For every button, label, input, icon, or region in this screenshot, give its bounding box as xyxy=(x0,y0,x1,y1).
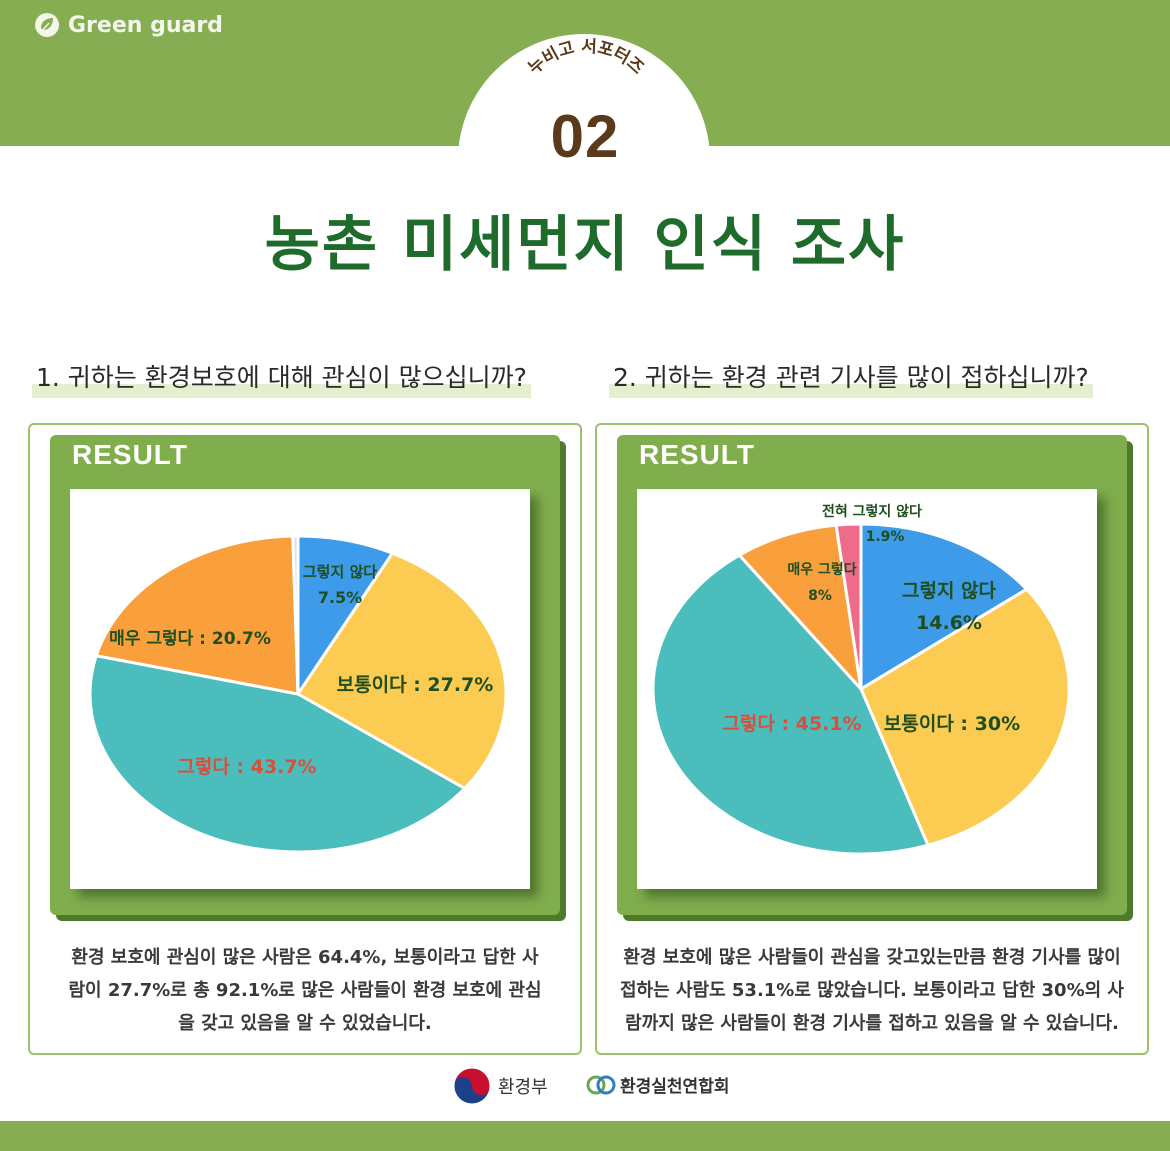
pie-data-label: 전혀 그렇지 않다 xyxy=(822,503,922,520)
pie-slice xyxy=(295,551,508,791)
question-2: 2. 귀하는 환경 관련 기사를 많이 접하십니까? xyxy=(609,358,1093,398)
pie-chart-1: 그렇지 않다 7.5% 보통이다 : 27.7% 그렇다 : 43.7% 매우 그렇다 … xyxy=(88,534,508,854)
pie-data-label: 그렇지 않다 xyxy=(303,563,377,581)
pie-data-label: 보통이다 : 27.7% xyxy=(337,674,494,696)
question-1-text: 1. 귀하는 환경보호에 대해 관심이 많으십니까? xyxy=(36,363,527,392)
association-emblem-icon xyxy=(586,1075,616,1094)
summary-2-line: 접하는 사람도 53.1%로 많았습니다. 보통이라고 답한 30%의 사 xyxy=(620,980,1124,1001)
leaf-logo-icon xyxy=(35,13,59,37)
pie-slice xyxy=(859,587,1071,847)
pie-slice xyxy=(88,653,468,854)
summary-1-line: 을 갖고 있음을 알 수 있었습니다. xyxy=(178,1013,432,1034)
result-card-2: RESULT 전혀 그렇지 않다 1.9% 매우 그렇다 8% 그렇지 않다 14.6% 보… xyxy=(595,423,1149,1055)
pie-data-label: 그렇지 않다 xyxy=(902,580,997,602)
pie-chart-2: 전혀 그렇지 않다 1.9% 매우 그렇다 8% 그렇지 않다 14.6% 보통이다 : 3… xyxy=(651,503,1071,856)
pie-slice xyxy=(737,523,864,694)
badge-number: 02 xyxy=(550,103,620,170)
pie-data-label: 매우 그렇다 : 20.7% xyxy=(109,629,271,649)
pie-data-label: 매우 그렇다 xyxy=(787,562,856,578)
pie-data-label: 7.5% xyxy=(318,588,362,607)
pie-slice xyxy=(296,534,395,699)
pie-data-label: 그렇다 : 45.1% xyxy=(722,713,861,735)
association-name: 환경실천연합회 xyxy=(620,1077,730,1097)
pie-data-label: 1.9% xyxy=(866,529,905,545)
result-label: RESULT xyxy=(639,439,755,470)
pie-data-label: 그렇다 : 43.7% xyxy=(177,756,316,778)
question-2-text: 2. 귀하는 환경 관련 기사를 많이 접하십니까? xyxy=(613,363,1089,392)
pie-slice xyxy=(859,522,1029,692)
summary-2-line: 람까지 많은 사람들이 환경 기사를 접하고 있음을 알 수 있습니다. xyxy=(625,1013,1119,1034)
footer-band xyxy=(0,1121,1170,1151)
result-panel-1: RESULT 그렇지 않다 7.5% 보통이다 : 27.7% 그렇다 : 43.7%… xyxy=(50,435,560,915)
result-card-1: RESULT 그렇지 않다 7.5% 보통이다 : 27.7% 그렇다 : 43.7%… xyxy=(28,423,582,1055)
summary-1-line: 환경 보호에 관심이 많은 사람은 64.4%, 보통이라고 답한 사 xyxy=(71,947,539,968)
taegeuk-emblem-icon xyxy=(453,1067,491,1105)
summary-2-line: 환경 보호에 많은 사람들이 관심을 갖고있는만큼 환경 기사를 많이 xyxy=(623,947,1121,968)
pie-data-label: 8% xyxy=(808,588,832,604)
pie-slice xyxy=(834,522,863,690)
ministry-name: 환경부 xyxy=(498,1077,548,1098)
page-title: 농촌 미세먼지 인식 조사 xyxy=(264,210,906,280)
ministry-logo: 환경부 xyxy=(452,1066,548,1106)
summary-1: 환경 보호에 관심이 많은 사람은 64.4%, 보통이라고 답한 사 람이 2… xyxy=(44,941,566,1040)
footer-logos: 환경부 환경실천연합회 xyxy=(0,1064,1170,1114)
question-1: 1. 귀하는 환경보호에 대해 관심이 많으십니까? xyxy=(32,358,531,398)
association-logo: 환경실천연합회 xyxy=(586,1072,729,1097)
chart-area-1: 그렇지 않다 7.5% 보통이다 : 27.7% 그렇다 : 43.7% 매우 그렇다 … xyxy=(70,489,530,889)
brand-name: Green guard xyxy=(68,12,223,38)
chart-area-2: 전혀 그렇지 않다 1.9% 매우 그렇다 8% 그렇지 않다 14.6% 보통이다 : 3… xyxy=(637,489,1097,889)
summary-1-line: 람이 27.7%로 총 92.1%로 많은 사람들이 환경 보호에 관심 xyxy=(68,980,542,1001)
summary-2: 환경 보호에 많은 사람들이 관심을 갖고있는만큼 환경 기사를 많이 접하는 … xyxy=(611,941,1133,1040)
pie-data-label: 14.6% xyxy=(916,612,982,634)
pie-data-label: 보통이다 : 30% xyxy=(884,713,1020,735)
title-badge-circle xyxy=(458,34,710,286)
pie-slice xyxy=(291,534,300,695)
pie-slice xyxy=(94,534,300,696)
pie-slice xyxy=(651,553,931,856)
result-panel-2: RESULT 전혀 그렇지 않다 1.9% 매우 그렇다 8% 그렇지 않다 14.6% 보… xyxy=(617,435,1127,915)
brand: Green guard xyxy=(34,12,223,38)
result-label: RESULT xyxy=(72,439,188,470)
